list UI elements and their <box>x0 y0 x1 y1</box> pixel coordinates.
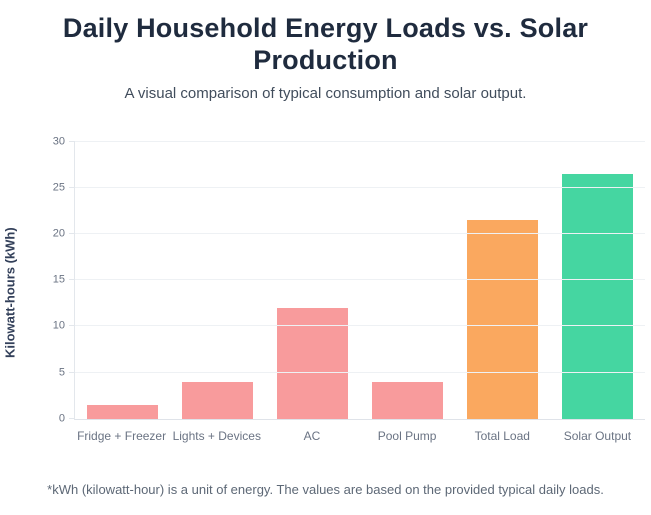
y-tick-label-10: 10 <box>52 319 65 332</box>
bar-slot <box>455 142 550 419</box>
bar-slot <box>170 142 265 419</box>
y-axis-title: Kilowatt-hours (kWh) <box>2 226 18 358</box>
y-tick-label-20: 20 <box>52 227 65 240</box>
bar-pool-pump[interactable] <box>372 381 443 419</box>
footnote: *kWh (kilowatt-hour) is a unit of energy… <box>47 482 604 497</box>
y-tick-mark-10 <box>69 325 75 327</box>
y-tick-label-25: 25 <box>52 181 65 194</box>
x-axis-label-ac: AC <box>303 428 321 443</box>
y-tick-mark-5 <box>69 371 75 373</box>
x-axis-label-lights-devices: Lights + Devices <box>172 428 261 443</box>
y-tick-mark-25 <box>69 186 75 188</box>
x-axis-label-pool-pump: Pool Pump <box>377 428 437 443</box>
bar-slot <box>550 142 645 419</box>
plot-area: 0 5 10 15 20 25 30 <box>53 136 645 424</box>
y-tick-mark-0 <box>69 417 75 419</box>
y-tick-mark-30 <box>69 140 75 142</box>
y-tick-label-30: 30 <box>52 135 65 148</box>
x-axis-label-solar-output: Solar Output <box>563 428 632 443</box>
bar-fridge-freezer[interactable] <box>87 404 158 419</box>
page-title: Daily Household Energy Loads vs. Solar P… <box>62 13 589 75</box>
header: Daily Household Energy Loads vs. Solar P… <box>0 0 651 102</box>
bar-lights-devices[interactable] <box>182 381 253 419</box>
page-subtitle: A visual comparison of typical consumpti… <box>124 84 527 102</box>
y-tick-label-0: 0 <box>58 412 65 425</box>
bar-total-load[interactable] <box>467 220 538 419</box>
plot-wrap: 0 5 10 15 20 25 30 Fridge + Freezer Lights + De… <box>53 136 645 443</box>
y-tick-mark-15 <box>69 279 75 281</box>
x-axis-labels: Fridge + Freezer Lights + Devices AC Pool P… <box>74 429 645 443</box>
bar-solar-output[interactable] <box>562 174 633 419</box>
y-tick-mark-20 <box>69 233 75 235</box>
bar-ac[interactable] <box>277 307 348 419</box>
bars-container <box>75 142 645 419</box>
bar-slot <box>265 142 360 419</box>
y-tick-label-15: 15 <box>52 273 65 286</box>
bar-slot <box>360 142 455 419</box>
bar-chart: Kilowatt-hours (kWh) 0 5 10 15 20 25 30 Fridge… <box>2 136 647 443</box>
x-axis-label-total-load: Total Load <box>474 428 530 443</box>
x-axis-label-fridge-freezer: Fridge + Freezer <box>77 428 167 443</box>
chart-body: 0 5 10 15 20 25 30 Fridge + Freezer Lights + De… <box>34 136 647 443</box>
y-tick-label-5: 5 <box>58 366 65 379</box>
bar-slot <box>75 142 170 419</box>
